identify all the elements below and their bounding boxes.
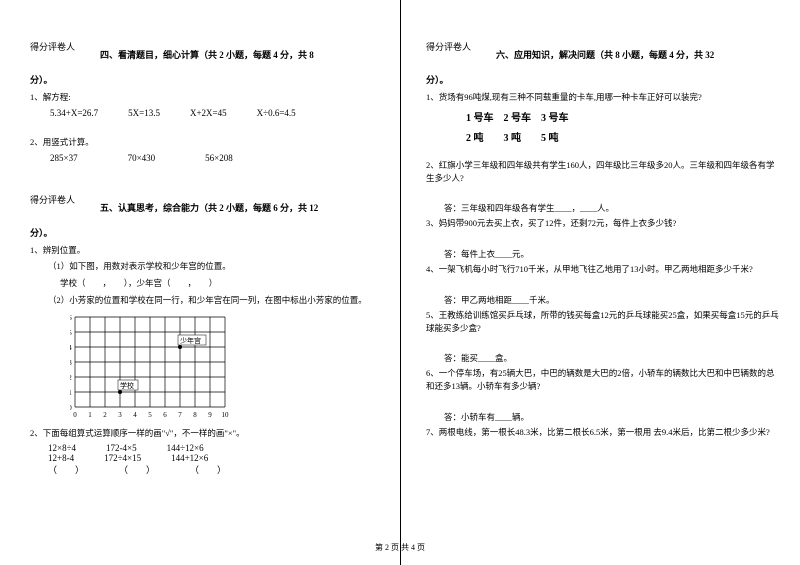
section-5-header: 得分 评卷人 五、认真思考，综合能力（共 2 小题，每题 6 分，共 12 (30, 193, 380, 216)
q6-4-ans: 答：甲乙两地相距____千米。 (426, 294, 780, 306)
score-grader-box: 得分 评卷人 (30, 40, 75, 63)
eq2: 5X=13.5 (128, 108, 160, 118)
r2c: 144+12×6 (171, 453, 208, 463)
r1b: 172-4×5 (106, 443, 137, 453)
score-empty (426, 53, 435, 63)
score-grader-box-6: 得分 评卷人 (426, 40, 471, 63)
q6-1-trucks: 1 号车 2 号车 3 号车 (426, 109, 780, 124)
score-label: 得分 (30, 40, 48, 53)
q6-1-weights: 2 吨 3 吨 5 吨 (426, 129, 780, 144)
eq4: X÷0.6=4.5 (257, 108, 296, 118)
q4-2: 2、用竖式计算。 (30, 136, 380, 149)
eq2: 70×430 (128, 153, 156, 163)
svg-text:2: 2 (70, 374, 72, 382)
svg-text:4: 4 (70, 344, 72, 352)
q6-2-ans: 答：三年级和四年级各有学生____，____人。 (426, 202, 780, 214)
section-4-header: 得分 评卷人 四、看清题目，细心计算（共 2 小题，每题 4 分，共 8 (30, 40, 380, 63)
grader-label: 评卷人 (444, 40, 471, 53)
r2b: 172÷4×15 (104, 453, 141, 463)
q6-6-ans: 答：小轿车有____辆。 (426, 411, 780, 423)
eq3: X+2X=45 (190, 108, 227, 118)
svg-text:0: 0 (70, 404, 72, 412)
r1c: 144÷12×6 (167, 443, 204, 453)
grader-empty (39, 206, 53, 216)
q6-4: 4、一架飞机每小时飞行710千米，从甲地飞往乙地用了13小时。甲乙两地相距多少千… (426, 263, 780, 276)
svg-text:5: 5 (148, 411, 152, 419)
svg-text:学校: 学校 (120, 381, 134, 390)
svg-text:6: 6 (163, 411, 167, 419)
svg-text:3: 3 (118, 411, 122, 419)
svg-text:8: 8 (193, 411, 197, 419)
q6-1: 1、货场有96吨煤,现有三种不同载重量的卡车,用哪一种卡车正好可以装完? (426, 91, 780, 104)
section-6-title: 六、应用知识，解决问题（共 8 小题，每题 4 分，共 32 (496, 50, 714, 60)
q4-1: 1、解方程: (30, 91, 380, 104)
r3c: （ ） (190, 463, 226, 476)
svg-text:6: 6 (70, 314, 72, 322)
q6-5-ans: 答：能买____盒。 (426, 352, 780, 364)
svg-text:少年宫: 少年宫 (180, 336, 201, 345)
q5-2-row1: 12×8÷4 172-4×5 144÷12×6 (30, 443, 380, 453)
score-grader-box-5: 得分 评卷人 (30, 193, 75, 216)
section-5-points: 分）。 (30, 226, 380, 239)
position-grid: 0 1 2 3 4 5 6 7 8 9 10 0 1 2 3 4 5 6 学校 少年宫 (70, 312, 380, 422)
svg-text:9: 9 (208, 411, 212, 419)
svg-text:7: 7 (178, 411, 182, 419)
r3b: （ ） (119, 463, 155, 476)
section-4-title: 四、看清题目，细心计算（共 2 小题，每题 4 分，共 8 (100, 50, 314, 60)
score-label: 得分 (30, 193, 48, 206)
q5-1-1: （1）如下图，用数对表示学校和少年宫的位置。 (30, 260, 380, 273)
grader-empty (39, 53, 53, 63)
svg-text:1: 1 (70, 389, 72, 397)
section-5-title: 五、认真思考，综合能力（共 2 小题，每题 6 分，共 12 (100, 203, 318, 213)
eq1: 285×37 (50, 153, 78, 163)
q5-1-3: （2）小芳家的位置和学校在同一行，和少年宫在同一列，在图中标出小芳家的位置。 (30, 294, 380, 307)
q6-3: 3、妈妈带900元去买上衣，买了12件，还剩72元，每件上衣多少钱? (426, 217, 780, 230)
svg-text:2: 2 (103, 411, 107, 419)
svg-text:4: 4 (133, 411, 137, 419)
svg-text:1: 1 (88, 411, 92, 419)
grader-label: 评卷人 (48, 193, 75, 206)
section-6-header: 得分 评卷人 六、应用知识，解决问题（共 8 小题，每题 4 分，共 32 (426, 40, 780, 63)
section-4-points: 分）。 (30, 73, 380, 86)
q4-1-equations: 5.34+X=26.7 5X=13.5 X+2X=45 X÷0.6=4.5 (30, 108, 380, 118)
q6-6: 6、一个停车场，有25辆大巴，中巴的辆数是大巴的2倍，小轿车的辆数比大巴和中巴辆… (426, 367, 780, 393)
right-column: 得分 评卷人 六、应用知识，解决问题（共 8 小题，每题 4 分，共 32 分）… (400, 0, 800, 565)
q4-2-equations: 285×37 70×430 56×208 (30, 153, 380, 163)
svg-text:0: 0 (73, 411, 77, 419)
r3a: （ ） (48, 463, 84, 476)
r1a: 12×8÷4 (48, 443, 76, 453)
q6-2: 2、红旗小学三年级和四年级共有学生160人，四年级比三年级多20人。三年级和四年… (426, 159, 780, 185)
q5-2: 2、下面每组算式运算顺序一样的画"√"，不一样的画"×"。 (30, 427, 380, 440)
svg-text:3: 3 (70, 359, 72, 367)
grader-empty (435, 53, 449, 63)
svg-text:10: 10 (222, 411, 230, 419)
score-empty (30, 53, 39, 63)
left-column: 得分 评卷人 四、看清题目，细心计算（共 2 小题，每题 4 分，共 8 分）。… (0, 0, 400, 565)
svg-text:5: 5 (70, 329, 72, 337)
q5-1-2: 学校（ ， ），少年宫（ ， ） (30, 277, 380, 290)
eq1: 5.34+X=26.7 (50, 108, 98, 118)
section-6-points: 分）。 (426, 73, 780, 86)
q5-2-row2: 12+8-4 172÷4×15 144+12×6 (30, 453, 380, 463)
r2a: 12+8-4 (48, 453, 74, 463)
q5-1: 1、辨别位置。 (30, 244, 380, 257)
score-label: 得分 (426, 40, 444, 53)
grid-svg: 0 1 2 3 4 5 6 7 8 9 10 0 1 2 3 4 5 6 学校 少年宫 (70, 312, 240, 422)
q6-3-ans: 答：每件上衣____元。 (426, 248, 780, 260)
q6-7: 7、两根电线，第一根长48.3米，比第二根长6.5米，第一根用 去9.4米后，比… (426, 426, 780, 439)
eq3: 56×208 (205, 153, 233, 163)
grader-label: 评卷人 (48, 40, 75, 53)
q6-5: 5、王教练给训练馆买乒乓球，所带的钱买每盒12元的乒乓球能买25盒，如果买每盒1… (426, 309, 780, 335)
score-empty (30, 206, 39, 216)
page-footer: 第 2 页 共 4 页 (0, 542, 800, 553)
q5-2-row3: （ ） （ ） （ ） (30, 463, 380, 476)
